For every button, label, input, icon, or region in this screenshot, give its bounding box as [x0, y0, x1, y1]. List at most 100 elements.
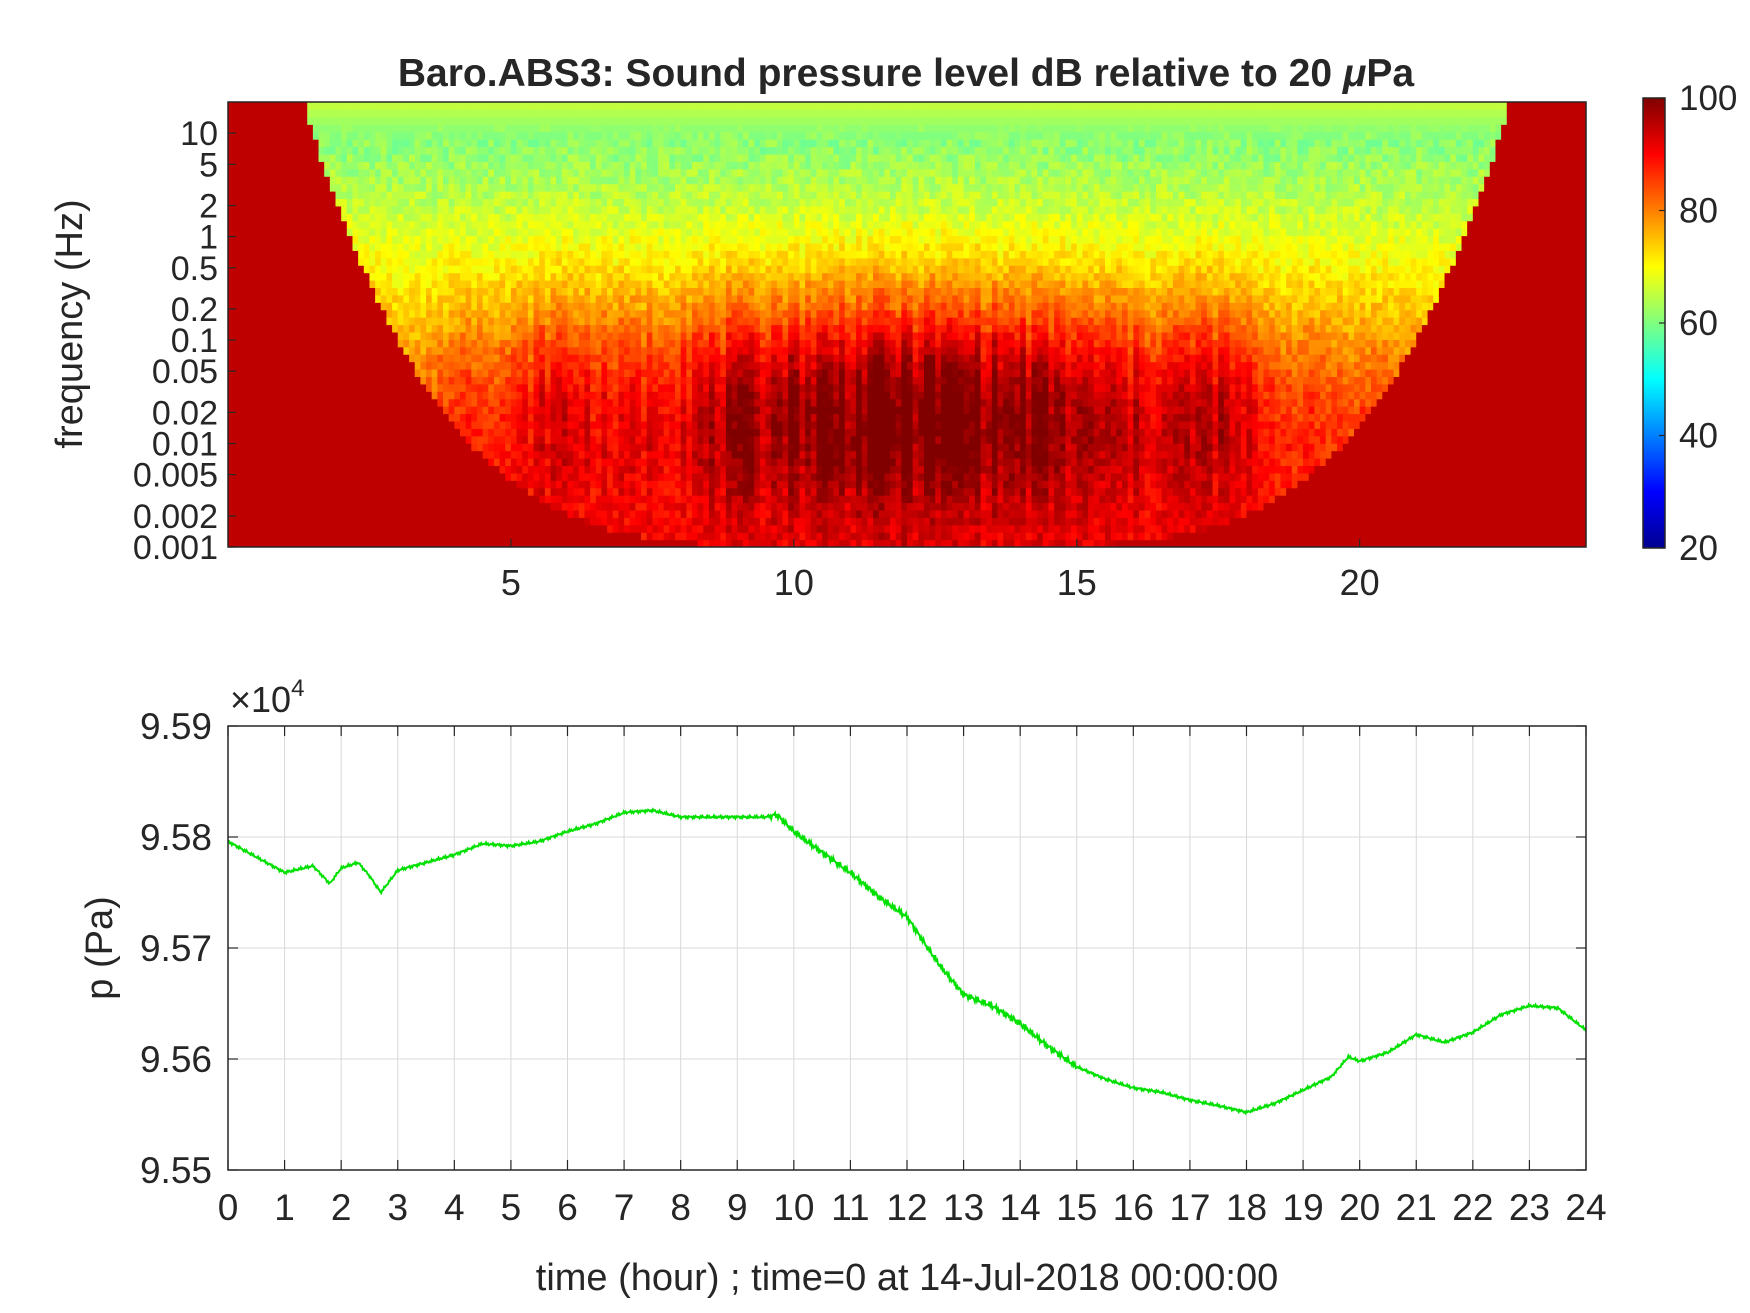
spectrogram-cell	[459, 242, 467, 251]
spectrogram-cell	[499, 406, 506, 415]
spectrogram-cell	[476, 265, 484, 274]
spectrogram-cell	[675, 287, 682, 296]
spectrogram-cell	[629, 517, 636, 526]
spectrogram-cell	[448, 539, 455, 547]
spectrogram-cell	[510, 532, 518, 541]
spectrogram-cell	[284, 391, 291, 400]
spectrogram-cell	[567, 139, 574, 148]
spectrogram-cell	[324, 317, 331, 326]
spectrogram-cell	[482, 391, 489, 400]
spectrogram-cell	[290, 443, 297, 452]
spectrogram-cell	[301, 354, 308, 363]
spectrogram-cell	[618, 502, 625, 511]
spectrogram-cell	[403, 317, 410, 326]
spectrogram-cell	[527, 532, 535, 541]
spectrogram-cell	[612, 502, 620, 511]
spectrogram-cell	[601, 116, 608, 125]
spectrogram-cell	[691, 242, 699, 251]
spectrogram-cell	[244, 524, 252, 533]
spectrogram-cell	[618, 487, 625, 496]
spectrogram-cell	[658, 220, 665, 229]
spectrogram-cell	[567, 428, 574, 437]
spectrogram-cell	[437, 502, 444, 511]
spectrogram-cell	[244, 235, 252, 244]
spectrogram-cell	[341, 502, 348, 511]
spectrogram-cell	[403, 339, 410, 348]
spectrogram-cell	[482, 176, 489, 185]
spectrogram-cell	[663, 235, 670, 244]
spectrogram-cell	[641, 443, 648, 452]
spectrogram-cell	[544, 458, 552, 467]
spectrogram-cell	[471, 146, 478, 155]
spectrogram-cell	[369, 487, 376, 496]
spectrogram-cell	[646, 487, 653, 496]
spectrogram-cell	[228, 428, 235, 437]
spectrogram-cell	[352, 153, 359, 162]
spectrogram-cell	[459, 369, 467, 378]
spectrogram-cell	[465, 539, 472, 547]
spectrogram-cell	[267, 294, 274, 303]
spectrogram-cell	[448, 339, 455, 348]
spectrogram-cell	[539, 361, 546, 370]
spectrogram-cell	[510, 176, 518, 185]
spectrogram-cell	[641, 131, 648, 140]
spectrogram-cell	[267, 228, 274, 237]
spectrogram-cell	[510, 450, 518, 459]
spectrogram-cell	[301, 102, 308, 111]
spectrogram-cell	[239, 539, 246, 547]
spectrogram-title: Baro.ABS3: Sound pressure level dB relat…	[398, 52, 1415, 95]
spectrogram-cell	[686, 213, 693, 222]
spectrogram-cell	[612, 153, 620, 162]
spectrogram-cell	[459, 524, 467, 533]
spectrogram-cell	[426, 153, 433, 162]
spectrogram-cell	[629, 398, 636, 407]
spectrogram-cell	[601, 428, 608, 437]
spectrogram-cell	[409, 509, 416, 518]
spectrogram-cell	[358, 235, 365, 244]
spectrogram-cell	[527, 257, 535, 266]
spectrogram-cell	[324, 124, 331, 133]
spectrogram-cell	[646, 265, 653, 274]
spectrogram-cell	[426, 109, 433, 118]
spectrogram-cell	[273, 406, 280, 415]
spectrogram-cell	[437, 495, 444, 504]
spectrogram-cell	[595, 146, 603, 155]
spectrogram-cell	[465, 495, 472, 504]
spectrogram-cell	[459, 480, 467, 489]
spectrogram-cell	[454, 124, 461, 133]
spectrogram-cell	[686, 302, 693, 311]
spectrogram-cell	[482, 376, 489, 385]
spectrogram-cell	[375, 487, 382, 496]
spectrogram-cell	[352, 458, 359, 467]
spectrogram-cell	[409, 205, 416, 214]
spectrogram-cell	[624, 168, 631, 177]
spectrogram-cell	[228, 398, 235, 407]
spectrogram-cell	[335, 376, 342, 385]
spectrogram-cell	[431, 420, 438, 429]
spectrogram-cell	[612, 205, 620, 214]
spectrogram-cell	[414, 472, 421, 481]
spectrogram-cell	[239, 435, 246, 444]
spectrogram-cell	[607, 153, 614, 162]
spectrogram-cell	[358, 109, 365, 118]
spectrogram-cell	[499, 116, 506, 125]
spectrogram-cell	[420, 168, 427, 177]
spectrogram-cell	[426, 235, 433, 244]
spectrogram-cell	[244, 116, 252, 125]
spectrogram-cell	[488, 265, 495, 274]
spectrogram-cell	[573, 472, 580, 481]
spectrogram-cell	[493, 502, 501, 511]
spectrogram-cell	[295, 124, 303, 133]
spectrogram-cell	[516, 539, 523, 547]
spectrogram-cell	[346, 369, 354, 378]
spectrogram-cell	[471, 406, 478, 415]
spectrogram-cell	[414, 539, 421, 547]
spectrogram-cell	[663, 502, 670, 511]
spectrogram-cell	[256, 191, 263, 200]
spectrogram-cell	[250, 265, 257, 274]
spectrogram-cell	[256, 487, 263, 496]
spectrogram-cell	[624, 383, 631, 392]
spectrogram-cell	[573, 539, 580, 547]
spectrogram-cell	[578, 116, 586, 125]
spectrogram-cell	[533, 524, 540, 533]
